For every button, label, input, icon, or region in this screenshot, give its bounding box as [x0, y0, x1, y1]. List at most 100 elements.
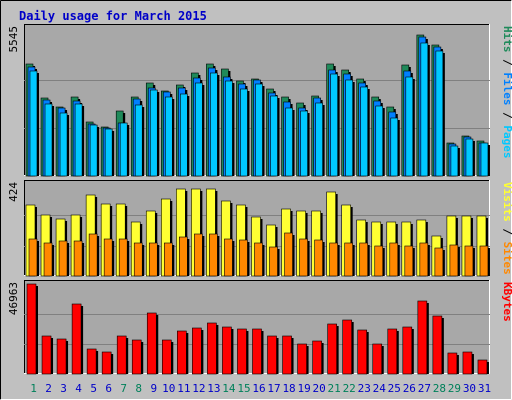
sites-bar-4	[73, 240, 83, 277]
sites-bar-1	[28, 238, 38, 277]
sites-bar-28	[434, 247, 444, 277]
pages-bar-4	[74, 103, 83, 177]
pages-bar-7	[119, 122, 128, 177]
kbytes-bar-8	[131, 339, 142, 375]
sites-bar-14	[224, 238, 233, 277]
x-tick-label-9: 9	[150, 382, 157, 395]
pages-bar-15	[240, 88, 248, 177]
kbytes-bar-25	[387, 328, 398, 375]
legend-files: Files	[501, 72, 512, 105]
kbytes-bar-13	[207, 322, 217, 375]
kbytes-bar-26	[402, 326, 413, 375]
kbytes-bar-14	[222, 326, 232, 375]
legend-kbytes: KBytes	[501, 282, 512, 322]
x-tick-label-12: 12	[192, 382, 205, 395]
sites-bar-13	[209, 233, 218, 277]
pages-bar-30	[465, 138, 474, 177]
pages-bar-20	[315, 102, 323, 177]
legend-separator: /	[501, 222, 512, 242]
sites-bar-10	[163, 242, 173, 277]
kbytes-bar-22	[342, 319, 352, 375]
pages-bar-23	[360, 86, 369, 177]
x-tick-label-8: 8	[135, 382, 142, 395]
kbytes-bar-17	[267, 335, 277, 375]
x-tick-label-25: 25	[388, 382, 401, 395]
legend-hits: Hits	[501, 26, 512, 53]
x-tick-label-3: 3	[60, 382, 67, 395]
chart-panels: 5545 Hits / Files / Pages 424 Visits / Site…	[7, 24, 512, 375]
legend-separator: /	[501, 106, 512, 126]
x-tick-label-6: 6	[105, 382, 112, 395]
sites-bar-19	[299, 238, 308, 277]
kbytes-bar-31	[477, 359, 488, 375]
kbytes-bar-18	[282, 335, 292, 375]
traffic-panel: 46963 KBytes	[7, 280, 512, 375]
sites-bar-18	[284, 232, 293, 277]
pages-bar-26	[405, 76, 414, 177]
pages-bar-19	[300, 110, 308, 177]
pages-bar-6	[104, 128, 113, 177]
chart-title: Daily usage for March 2015	[19, 9, 207, 23]
sites-bar-15	[239, 239, 248, 277]
sites-bar-6	[103, 238, 113, 277]
kbytes-bar-28	[432, 315, 443, 375]
kbytes-bar-1	[26, 283, 37, 375]
sites-bar-25	[389, 242, 399, 277]
pages-bar-14	[225, 80, 233, 177]
legend-visits: Visits	[501, 182, 512, 222]
kbytes-bar-21	[327, 323, 337, 375]
sites-bar-23	[359, 242, 369, 277]
kbytes-bar-6	[101, 351, 112, 375]
kbytes-bar-9	[146, 312, 157, 375]
x-tick-label-1: 1	[30, 382, 37, 395]
pages-bar-5	[89, 124, 98, 177]
sites-bar-11	[179, 236, 188, 277]
sites-bar-26	[404, 245, 414, 277]
kbytes-bar-7	[116, 335, 127, 375]
x-tick-label-31: 31	[478, 382, 491, 395]
pages-bar-25	[390, 117, 399, 177]
x-tick-label-10: 10	[162, 382, 175, 395]
sites-bar-3	[58, 240, 68, 277]
sites-bar-9	[148, 242, 158, 277]
requests-ymax-label: 5545	[7, 26, 20, 53]
pages-bar-29	[450, 145, 459, 177]
kbytes-bar-20	[312, 340, 322, 375]
x-tick-label-16: 16	[252, 382, 265, 395]
visitors-panel: 424 Visits / Sites	[7, 180, 512, 277]
visitors-legend: Visits / Sites	[501, 182, 512, 275]
requests-legend: Hits / Files / Pages	[501, 26, 512, 159]
pages-bar-3	[59, 112, 68, 177]
pages-bar-8	[134, 104, 143, 177]
legend-sites: Sites	[501, 242, 512, 275]
pages-bar-9	[149, 89, 158, 177]
x-tick-label-14: 14	[222, 382, 236, 395]
x-tick-label-18: 18	[282, 382, 295, 395]
kbytes-bar-2	[41, 335, 52, 375]
kbytes-bar-15	[237, 328, 247, 375]
x-tick-label-27: 27	[418, 382, 431, 395]
pages-bar-22	[345, 79, 353, 177]
kbytes-bar-30	[462, 351, 473, 375]
kbytes-bar-5	[86, 348, 97, 375]
x-tick-label-24: 24	[373, 382, 387, 395]
sites-bar-30	[464, 245, 474, 277]
kbytes-bar-19	[297, 343, 307, 375]
pages-bar-27	[420, 42, 429, 177]
x-tick-label-13: 13	[207, 382, 220, 395]
legend-pages: Pages	[501, 125, 512, 158]
pages-bar-13	[210, 72, 218, 177]
sites-bar-17	[269, 246, 278, 277]
x-tick-label-11: 11	[177, 382, 190, 395]
pages-bar-2	[44, 103, 53, 177]
traffic-legend: KBytes	[501, 282, 512, 322]
kbytes-bar-3	[56, 338, 67, 375]
x-tick-label-29: 29	[448, 382, 461, 395]
sites-bar-7	[118, 238, 128, 277]
traffic-ymax-label: 46963	[7, 282, 20, 315]
x-tick-label-5: 5	[90, 382, 97, 395]
x-tick-label-21: 21	[328, 382, 341, 395]
sites-bar-5	[88, 233, 98, 277]
x-tick-label-23: 23	[358, 382, 371, 395]
